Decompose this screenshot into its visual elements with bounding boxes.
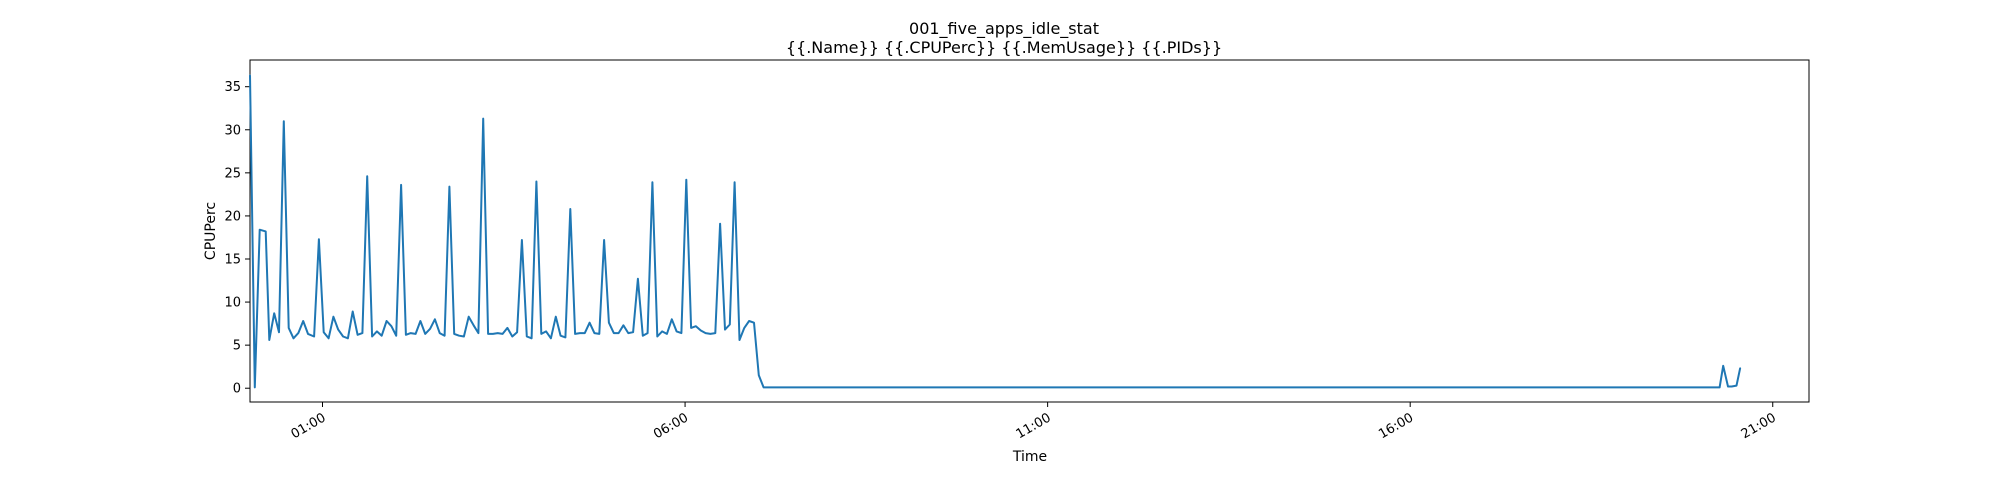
x-tick-label: 06:00 xyxy=(651,410,691,442)
y-axis-label: CPUPerc xyxy=(203,202,219,260)
x-tick-label: 16:00 xyxy=(1376,410,1416,442)
plot-frame xyxy=(249,59,1810,403)
y-tick-label: 5 xyxy=(233,339,241,354)
y-tick-label: 25 xyxy=(224,166,241,181)
x-tick-label: 01:00 xyxy=(289,410,329,442)
x-axis: 01:00 06:00 11:00 16:00 21:00 xyxy=(289,402,1779,442)
y-tick-label: 10 xyxy=(224,296,241,311)
y-tick-label: 20 xyxy=(224,209,241,224)
x-tick-label: 21:00 xyxy=(1739,410,1779,442)
x-tick-label: 11:00 xyxy=(1014,410,1054,442)
y-tick-label: 30 xyxy=(224,123,241,138)
series-line xyxy=(249,74,1742,389)
chart-subtitle: {{.Name}} {{.CPUPerc}} {{.MemUsage}} {{.… xyxy=(786,38,1222,57)
x-axis-label: Time xyxy=(1012,449,1047,465)
series-layer xyxy=(249,74,1742,389)
chart-title: 001_five_apps_idle_stat xyxy=(909,19,1099,39)
y-axis: 0 5 10 15 20 25 30 35 xyxy=(224,80,250,397)
y-tick-label: 0 xyxy=(233,382,241,397)
y-tick-label: 35 xyxy=(224,80,241,95)
y-tick-label: 15 xyxy=(224,252,241,267)
